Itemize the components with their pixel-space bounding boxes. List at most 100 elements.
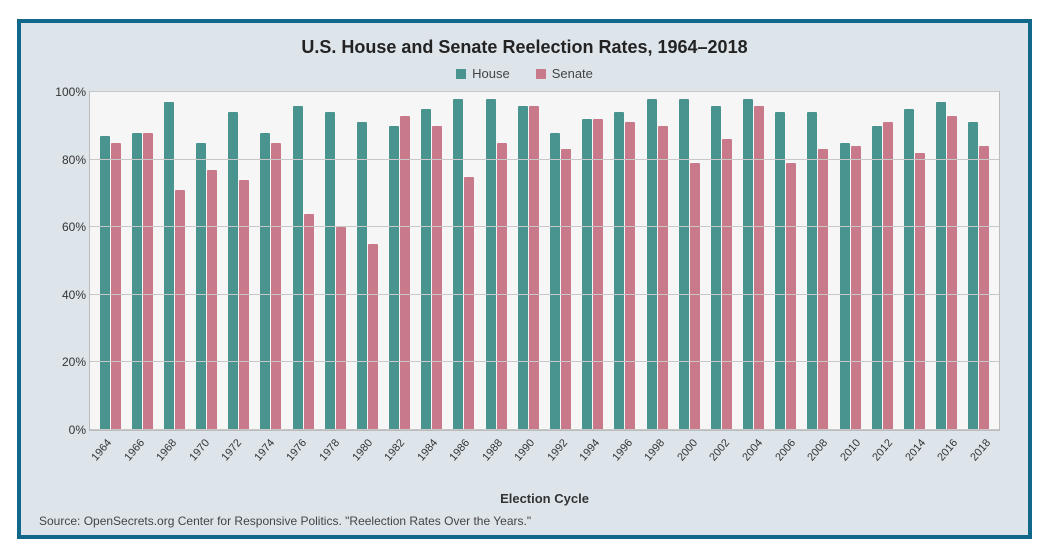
bar-group (770, 92, 802, 430)
y-tick-label: 20% (46, 355, 86, 369)
bar-house (100, 136, 110, 430)
bar-senate (111, 143, 121, 430)
x-tick-label: 1998 (643, 437, 668, 463)
x-tick-label: 1970 (187, 437, 212, 463)
bar-senate (304, 214, 314, 430)
plot-wrap: 0%20%40%60%80%100% (89, 91, 1000, 431)
chart-frame: U.S. House and Senate Reelection Rates, … (17, 19, 1032, 539)
bar-senate (690, 163, 700, 430)
gridline (90, 159, 999, 160)
bar-group (448, 92, 480, 430)
bar-group (834, 92, 866, 430)
bar-group (512, 92, 544, 430)
bar-senate (979, 146, 989, 430)
bar-house (743, 99, 753, 430)
x-tick-label: 2012 (870, 437, 895, 463)
bar-group (898, 92, 930, 430)
bar-senate (207, 170, 217, 430)
y-tick-label: 80% (46, 153, 86, 167)
x-tick-label: 1966 (122, 437, 147, 463)
bar-house (518, 106, 528, 430)
bar-senate (561, 149, 571, 430)
bar-house (614, 112, 624, 430)
bar-group (963, 92, 995, 430)
x-tick-label: 1982 (382, 437, 407, 463)
bar-house (357, 122, 367, 430)
bar-house (904, 109, 914, 430)
x-ticks: 1964196619681970197219741976197819801982… (89, 431, 1000, 491)
x-tick-label: 2018 (968, 437, 993, 463)
bar-group (705, 92, 737, 430)
bar-house (936, 102, 946, 430)
bar-group (191, 92, 223, 430)
plot-area: 0%20%40%60%80%100% (89, 91, 1000, 431)
bar-house (968, 122, 978, 430)
x-tick-label: 2004 (740, 437, 765, 463)
x-tick-label: 2014 (903, 437, 928, 463)
bar-house (872, 126, 882, 430)
gridline (90, 361, 999, 362)
bar-group (609, 92, 641, 430)
bar-senate (658, 126, 668, 430)
bar-group (416, 92, 448, 430)
bar-senate (722, 139, 732, 430)
bar-group (544, 92, 576, 430)
y-tick-label: 100% (46, 85, 86, 99)
legend-label-senate: Senate (552, 66, 593, 81)
bar-senate (915, 153, 925, 430)
bar-senate (368, 244, 378, 430)
legend-item-house: House (456, 66, 510, 81)
source-text: Source: OpenSecrets.org Center for Respo… (39, 514, 1010, 528)
gridline (90, 294, 999, 295)
legend-swatch-senate (536, 69, 546, 79)
bar-house (711, 106, 721, 430)
x-tick-label: 1986 (447, 437, 472, 463)
bar-house (647, 99, 657, 430)
bar-group (126, 92, 158, 430)
bar-senate (754, 106, 764, 430)
bar-house (775, 112, 785, 430)
bar-senate (883, 122, 893, 430)
chart-title: U.S. House and Senate Reelection Rates, … (39, 37, 1010, 58)
x-tick-label: 2000 (675, 437, 700, 463)
bar-senate (529, 106, 539, 430)
bar-group (319, 92, 351, 430)
x-tick-label: 2002 (708, 437, 733, 463)
bar-house (486, 99, 496, 430)
bar-group (577, 92, 609, 430)
x-tick-label: 2006 (773, 437, 798, 463)
y-tick-label: 0% (46, 423, 86, 437)
bar-house (389, 126, 399, 430)
bar-senate (271, 143, 281, 430)
x-tick-label: 1964 (90, 437, 115, 463)
bar-group (673, 92, 705, 430)
x-tick-label: 1990 (512, 437, 537, 463)
bar-house (260, 133, 270, 430)
bar-group (737, 92, 769, 430)
bar-house (132, 133, 142, 430)
bar-senate (336, 227, 346, 430)
x-tick-label: 1984 (415, 437, 440, 463)
gridline (90, 429, 999, 430)
bar-group (255, 92, 287, 430)
bar-house (679, 99, 689, 430)
bar-house (453, 99, 463, 430)
bar-senate (818, 149, 828, 430)
x-tick-label: 1992 (545, 437, 570, 463)
bar-group (480, 92, 512, 430)
bar-senate (497, 143, 507, 430)
x-axis-title: Election Cycle (89, 491, 1000, 506)
bar-group (351, 92, 383, 430)
bar-house (582, 119, 592, 430)
legend-label-house: House (472, 66, 510, 81)
x-tick-label: 1972 (220, 437, 245, 463)
x-tick-label: 1968 (155, 437, 180, 463)
bar-senate (625, 122, 635, 430)
bar-senate (947, 116, 957, 430)
legend: House Senate (39, 66, 1010, 81)
bar-group (802, 92, 834, 430)
x-tick-label: 1980 (350, 437, 375, 463)
legend-swatch-house (456, 69, 466, 79)
bar-group (866, 92, 898, 430)
bar-senate (786, 163, 796, 430)
